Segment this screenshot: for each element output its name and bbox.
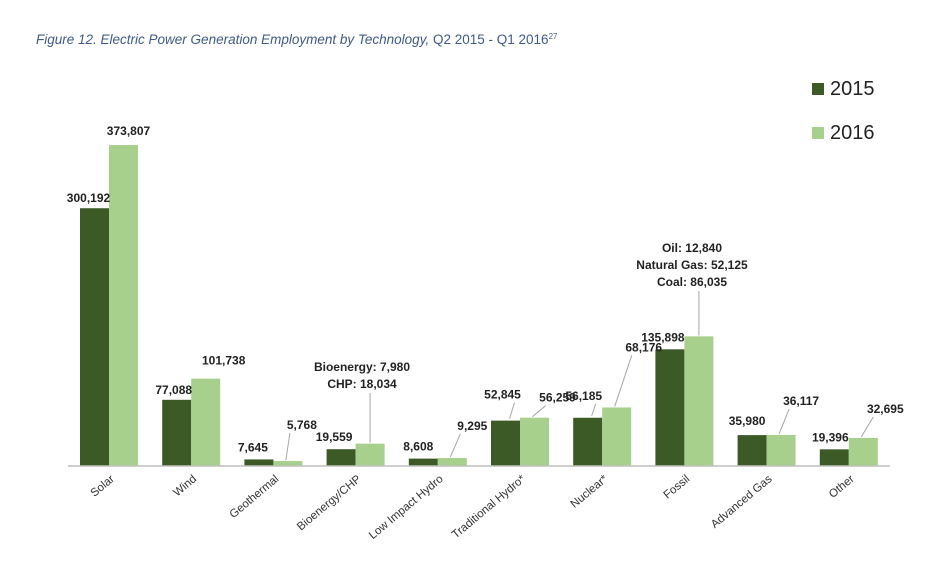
legend-item-2015: 2015 <box>812 78 875 100</box>
leader-line-2016-traditional-hydro <box>532 405 546 418</box>
figure-title-range: Q2 2015 - Q1 2016 <box>432 32 549 47</box>
bar-2015-advanced-gas <box>737 435 767 466</box>
leader-line-2016-advanced-gas <box>778 408 790 435</box>
bar-2016-solar <box>109 145 138 466</box>
bar-2016-other <box>848 437 878 466</box>
category-label-fossil: Fossil <box>662 473 693 501</box>
bar-2015-nuclear <box>573 417 603 466</box>
value-label-2015-solar: 300,192 <box>67 191 111 205</box>
bar-2015-wind <box>162 399 192 466</box>
category-labels-layer: Solar Wind Geothermal Bioenergy/CHP Low Impa… <box>89 473 857 542</box>
value-label-2015-bioenergy-chp: 19,559 <box>316 430 353 444</box>
value-label-2015-advanced-gas: 35,980 <box>729 414 766 428</box>
value-labels-layer: 300,192373,80777,088101,7387,6455,76819,… <box>67 124 904 454</box>
category-label-nuclear: Nuclear* <box>569 473 611 511</box>
annotations-layer: Bioenergy: 7,980 CHP: 18,034 Oil: 12,840 Na… <box>314 241 748 391</box>
leader-line-2016-low-impact-hydro <box>449 433 461 458</box>
annotation-fossil-line-2: Coal: 86,035 <box>657 275 727 289</box>
value-label-2016-advanced-gas: 36,117 <box>783 394 819 408</box>
bar-2016-advanced-gas <box>766 434 796 466</box>
annotation-bioenergy-chp-line-1: CHP: 18,034 <box>327 377 397 391</box>
value-label-2016-low-impact-hydro: 9,295 <box>457 419 487 433</box>
value-label-2016-traditional-hydro: 56,259 <box>539 391 576 405</box>
legend: 2015 2016 <box>812 78 875 166</box>
bar-2016-fossil <box>684 336 714 466</box>
leader-line-2015-nuclear <box>591 403 597 416</box>
value-label-2016-nuclear: 68,176 <box>625 340 662 354</box>
value-label-2016-geothermal: 5,768 <box>287 418 317 432</box>
bar-2016-low-impact-hydro <box>437 458 467 466</box>
figure-title-label: Figure 12. Electric Power Generation Emp… <box>36 32 430 47</box>
value-label-2015-other: 19,396 <box>812 430 849 444</box>
value-label-2015-traditional-hydro: 52,845 <box>484 388 521 402</box>
bar-2016-nuclear <box>602 407 632 466</box>
value-label-2015-wind: 77,088 <box>155 383 192 397</box>
value-label-2015-fossil: 135,898 <box>641 330 685 344</box>
figure-footnote: 27 <box>548 32 558 41</box>
value-label-2015-low-impact-hydro: 8,608 <box>403 440 433 454</box>
bars-layer <box>80 145 878 466</box>
leader-line-2016-nuclear <box>614 355 633 407</box>
bar-2016-geothermal <box>273 461 303 466</box>
value-label-2016-wind: 101,738 <box>202 354 246 368</box>
category-label-advanced-gas: Advanced Gas <box>709 473 775 531</box>
figure-title: Figure 12. Electric Power Generation Emp… <box>36 32 557 47</box>
value-label-2015-nuclear: 56,185 <box>565 389 602 403</box>
leader-lines-layer <box>285 291 874 461</box>
bar-2015-low-impact-hydro <box>408 458 438 466</box>
legend-label-2015: 2015 <box>830 77 875 100</box>
bar-2015-bioenergy-chp <box>326 449 356 466</box>
annotation-bioenergy-chp-line-0: Bioenergy: 7,980 <box>314 360 410 374</box>
legend-item-2016: 2016 <box>812 122 875 144</box>
bar-2015-fossil <box>655 349 685 466</box>
category-label-wind: Wind <box>171 473 199 499</box>
bar-2015-other <box>819 449 849 466</box>
leader-line-2015-traditional-hydro <box>509 402 515 419</box>
value-label-2015-geothermal: 7,645 <box>238 440 268 454</box>
annotation-fossil-line-1: Natural Gas: 52,125 <box>636 258 748 272</box>
bar-2015-solar <box>80 208 109 466</box>
category-label-bioenergy-chp: Bioenergy/CHP <box>295 473 364 533</box>
bar-2015-geothermal <box>244 459 274 466</box>
category-label-geothermal: Geothermal <box>228 473 282 521</box>
category-label-other: Other <box>827 473 857 501</box>
value-label-2016-other: 32,695 <box>867 402 904 416</box>
bar-2016-traditional-hydro <box>520 417 549 466</box>
category-label-solar: Solar <box>89 473 117 500</box>
legend-swatch-2015 <box>812 83 824 95</box>
bar-2016-wind <box>191 378 221 466</box>
legend-swatch-2016 <box>812 127 824 139</box>
annotation-fossil-line-0: Oil: 12,840 <box>662 241 722 255</box>
category-label-traditional-hydro: Traditional Hydro* <box>450 473 528 541</box>
category-label-low-impact-hydro: Low Impact Hydro <box>367 473 446 542</box>
bar-2015-traditional-hydro <box>491 420 520 466</box>
bar-2016-bioenergy-chp <box>355 443 385 466</box>
value-label-2016-solar: 373,807 <box>107 124 151 138</box>
leader-line-2016-other <box>860 416 874 438</box>
legend-label-2016: 2016 <box>830 121 875 144</box>
leader-line-2016-geothermal <box>285 432 291 461</box>
